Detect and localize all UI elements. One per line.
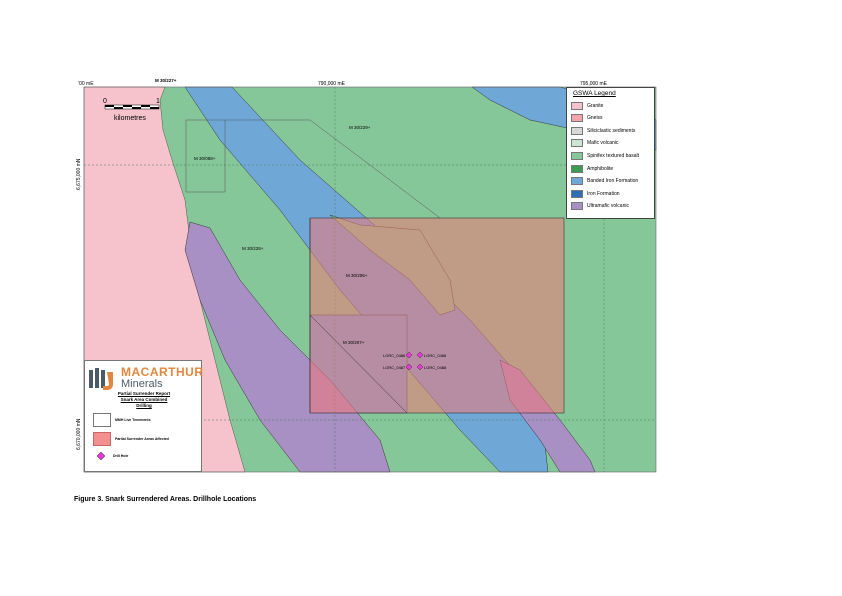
report-title-line2: Snark Area Combined bbox=[120, 397, 168, 402]
legend-item: Gneiss bbox=[571, 114, 603, 123]
legend-item: Granite bbox=[571, 101, 603, 110]
key-drill-hole: Drill Hole bbox=[93, 451, 128, 461]
report-title-line3: Drilling bbox=[136, 403, 152, 408]
drillhole-marker bbox=[405, 363, 413, 371]
tenement-outline-2 bbox=[225, 119, 441, 219]
tenement-label: M 30/229+ bbox=[349, 125, 371, 130]
tenement-outline-1 bbox=[185, 119, 226, 193]
report-title-line1: Partial Surrender Report bbox=[117, 391, 171, 396]
legend-label: Amphibolite bbox=[587, 165, 614, 172]
legend-label: Ultramafic volcanic bbox=[587, 203, 629, 210]
drillhole-marker bbox=[405, 351, 413, 359]
tenement-label: M 30/207+ bbox=[343, 340, 365, 345]
macarthur-logo-mark bbox=[89, 368, 113, 390]
legend-swatch bbox=[571, 177, 583, 186]
legend-swatch bbox=[571, 189, 583, 198]
legend-item: Banded Iron Formation bbox=[571, 177, 638, 186]
legend-label: Granite bbox=[587, 102, 604, 109]
scale-one: 1 bbox=[156, 98, 160, 105]
surrender-area bbox=[309, 217, 565, 414]
logo-sub: Minerals bbox=[121, 378, 163, 390]
legend-item: Ultramafic volcanic bbox=[571, 202, 629, 211]
map-frame bbox=[83, 86, 657, 473]
gswa-legend: GSWA Legend Granite Gneiss Siliciclastic s… bbox=[566, 87, 655, 219]
drillhole-label: LGRC_0487 bbox=[383, 365, 406, 370]
macarthur-logo: MACARTHUR Minerals bbox=[87, 364, 204, 392]
drillhole-markers bbox=[405, 351, 424, 371]
legend-label: Siliciclastic sediments bbox=[587, 127, 636, 134]
legend-title: GSWA Legend bbox=[573, 90, 616, 97]
scale-zero: 0 bbox=[103, 98, 107, 105]
coord-right-easting: 795,000 mE bbox=[580, 81, 608, 87]
legend-swatch bbox=[571, 151, 583, 160]
scale-bar bbox=[104, 104, 160, 110]
tenement-label: M 30/088+ bbox=[194, 156, 216, 161]
live-tenement-swatch bbox=[93, 413, 111, 427]
legend-swatch bbox=[571, 114, 583, 123]
legend-swatch bbox=[571, 101, 583, 110]
legend-swatch bbox=[571, 139, 583, 148]
legend-swatch bbox=[571, 126, 583, 135]
figure-caption: Figure 3. Snark Surrendered Areas. Drill… bbox=[74, 496, 257, 503]
legend-item: Mafic volcanic bbox=[571, 139, 618, 148]
tenement-label: M 30/228+ bbox=[242, 246, 264, 251]
coord-northing-top: 6,675,000 mN bbox=[76, 158, 82, 190]
coord-left-easting: ’00 mE bbox=[78, 81, 94, 87]
legend-item: Siliciclastic sediments bbox=[571, 126, 635, 135]
legend-label: Gneiss bbox=[587, 115, 603, 122]
legend-item: Iron Formation bbox=[571, 189, 620, 198]
legend-label: Mafic volcanic bbox=[587, 140, 619, 147]
legend-label: Spinifex textured basalt bbox=[587, 152, 639, 159]
drillhole-marker bbox=[416, 351, 424, 359]
coord-mid-easting: 790,000 mE bbox=[318, 81, 346, 87]
drillhole-swatch-icon bbox=[96, 451, 106, 461]
key-live-tenements: MMH Live Tenements bbox=[93, 413, 151, 427]
logo-name: MACARTHUR bbox=[121, 365, 204, 379]
coord-northing-bottom: 6,670,000 mN bbox=[76, 418, 82, 450]
legend-label: Banded Iron Formation bbox=[587, 178, 639, 185]
legend-item: Spinifex textured basalt bbox=[571, 151, 639, 160]
drillhole-label: LGRC_0488 bbox=[424, 365, 447, 370]
drillhole-label: LGRC_0488 bbox=[424, 353, 447, 358]
tenement-label: M 30/206+ bbox=[346, 273, 368, 278]
drillhole-label: LGRC_0486 bbox=[383, 353, 406, 358]
surrender-swatch bbox=[93, 432, 111, 446]
scale-unit: kilometres bbox=[114, 115, 146, 122]
legend-swatch bbox=[571, 202, 583, 211]
drillhole-marker bbox=[416, 363, 424, 371]
tenement-label: M 30/227+ bbox=[155, 78, 177, 83]
report-panel: MACARTHUR Minerals Partial Surrender Rep… bbox=[84, 360, 204, 472]
key-surrender-areas: Partial Surrender Areas Affected bbox=[93, 432, 169, 446]
legend-item: Amphibolite bbox=[571, 164, 613, 173]
legend-label: Iron Formation bbox=[587, 190, 620, 197]
tenement-diagonal bbox=[309, 314, 408, 414]
legend-swatch bbox=[571, 164, 583, 173]
